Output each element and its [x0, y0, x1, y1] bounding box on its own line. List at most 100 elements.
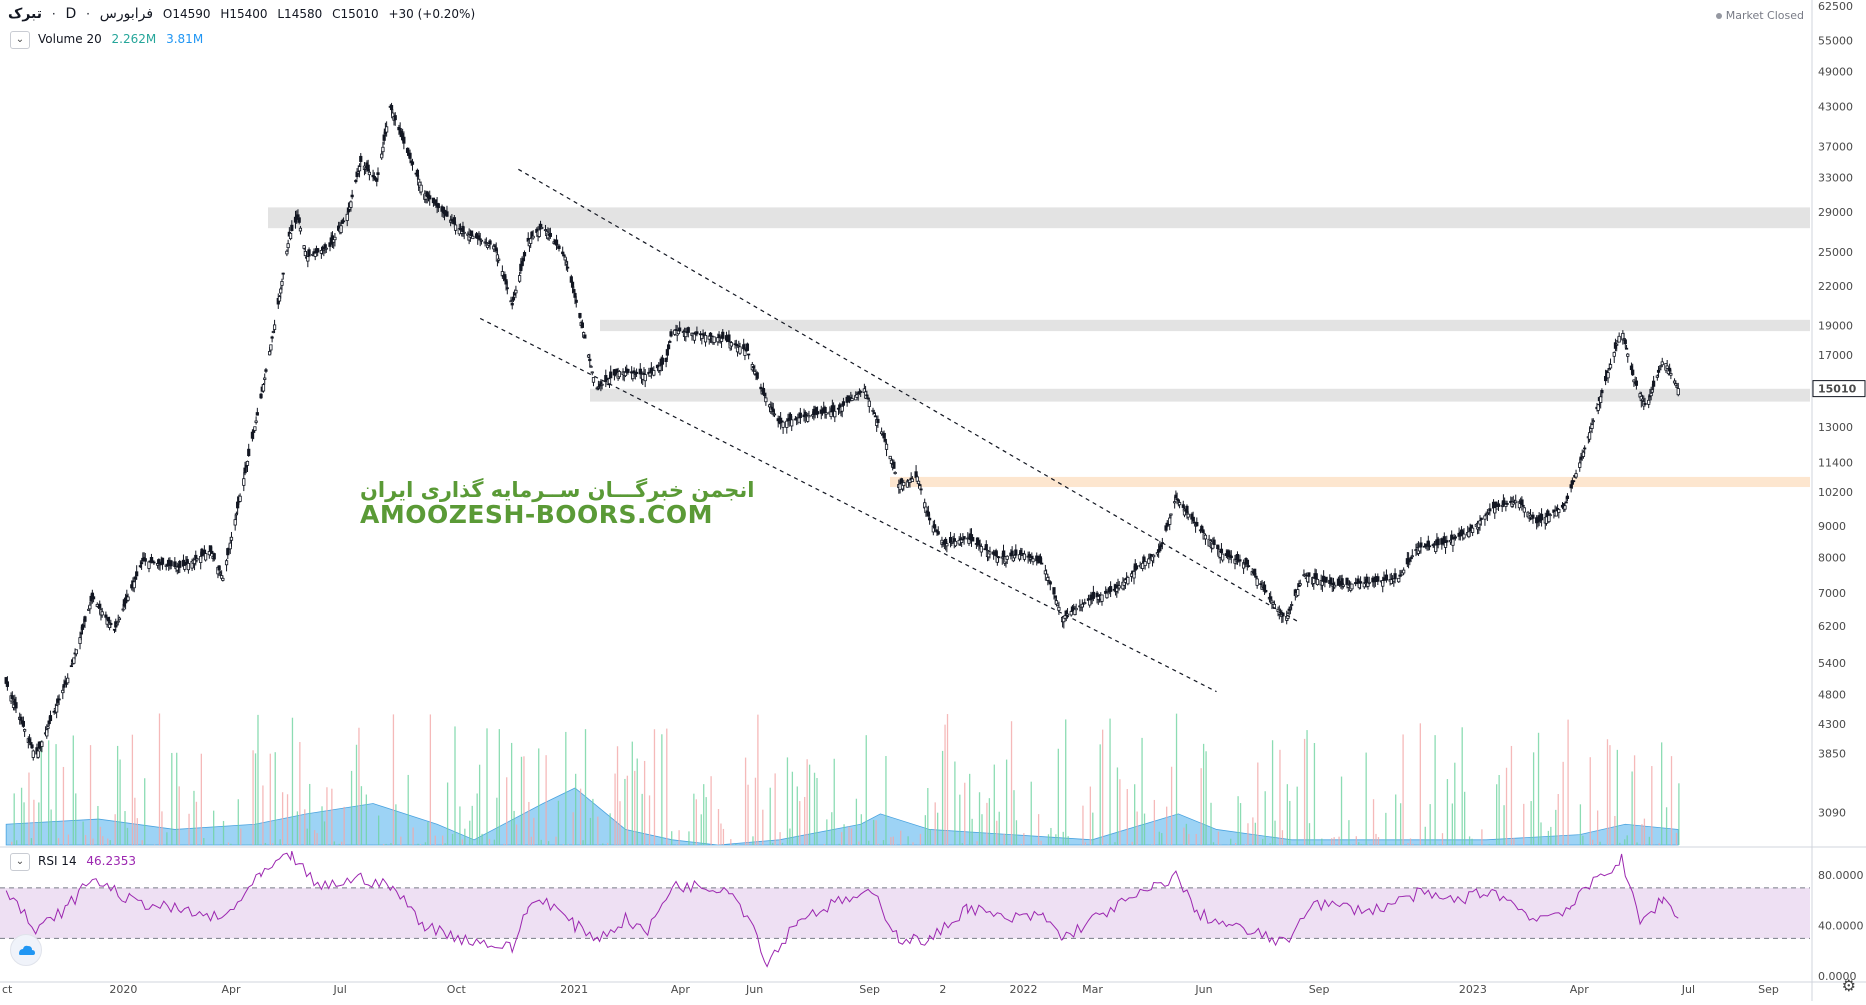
volume-bar — [1469, 836, 1470, 845]
volume-bar — [523, 756, 524, 845]
volume-bar — [883, 840, 884, 845]
volume-bar — [117, 746, 118, 845]
candle-body — [385, 127, 387, 132]
candle-body — [1169, 518, 1171, 524]
tradingview-logo-icon[interactable] — [10, 934, 42, 966]
volume-bar — [861, 814, 862, 845]
volume-bar — [701, 814, 702, 845]
volume-bar — [31, 838, 32, 845]
volume-bar — [21, 788, 22, 845]
candle-body — [1572, 481, 1574, 482]
symbol-legend: تبرک · D · فرابورس O14590 H15400 L14580 … — [8, 6, 481, 22]
volume-bar — [427, 822, 428, 845]
candle-body — [747, 354, 749, 355]
candle-body — [722, 332, 724, 338]
volume-bar — [511, 743, 512, 845]
volume-bar — [63, 767, 64, 845]
candle-body — [122, 609, 124, 610]
ohlc-high: H15400 — [220, 7, 267, 21]
candle-body — [1220, 549, 1222, 553]
volume-bar — [644, 761, 645, 845]
volume-bar — [223, 821, 224, 845]
volume-bar — [280, 839, 281, 845]
candle-body — [196, 559, 198, 560]
candle-body — [37, 751, 39, 757]
volume-bar — [730, 839, 731, 845]
volume-bar — [1644, 819, 1645, 845]
candle-body — [133, 582, 135, 588]
volume-bar — [1040, 841, 1041, 845]
volume-collapse-button[interactable]: ⌄ — [10, 31, 30, 49]
volume-bar — [1590, 757, 1591, 845]
candle-body — [368, 172, 370, 174]
volume-bar — [873, 820, 874, 845]
candle-body — [506, 288, 508, 289]
rsi-tick-label: 40.0000 — [1818, 920, 1864, 933]
candle-body — [58, 699, 60, 700]
volume-bar — [102, 836, 103, 845]
volume-bar — [799, 801, 800, 845]
volume-label[interactable]: Volume 20 — [38, 32, 102, 46]
volume-bar — [654, 729, 655, 845]
settings-gear-icon[interactable]: ⚙ — [1842, 976, 1856, 995]
time-tick-label: 2 — [939, 983, 946, 996]
candle-body — [1522, 505, 1524, 506]
candle-body — [463, 232, 465, 233]
candle-body — [518, 276, 520, 282]
volume-bar — [720, 823, 721, 845]
price-tick-label: 15010 — [1818, 383, 1857, 396]
candle-body — [669, 341, 671, 342]
candle-body — [1144, 562, 1146, 566]
volume-bar — [580, 789, 581, 845]
volume-bar — [1425, 827, 1426, 845]
candle-body — [1187, 514, 1189, 517]
price-tick-label: 3850 — [1818, 748, 1846, 761]
volume-bar — [573, 812, 574, 845]
candle-body — [1583, 448, 1585, 449]
candle-body — [1135, 566, 1137, 569]
volume-bar — [1068, 836, 1069, 845]
rsi-label[interactable]: RSI 14 — [38, 854, 77, 868]
volume-bar — [326, 787, 327, 845]
candle-body — [579, 313, 581, 317]
candle-body — [1650, 393, 1652, 395]
volume-bar — [1006, 760, 1007, 845]
volume-bar — [1309, 823, 1310, 845]
candle-body — [135, 572, 137, 576]
candle-body — [1575, 474, 1577, 477]
candle-body — [360, 156, 362, 161]
candle-body — [1394, 574, 1396, 579]
price-tick-label: 19000 — [1818, 319, 1853, 332]
candle-body — [255, 421, 257, 422]
candle-body — [1263, 585, 1265, 590]
volume-bar — [1048, 834, 1049, 845]
volume-bar — [1304, 739, 1305, 845]
rsi-collapse-button[interactable]: ⌄ — [10, 853, 30, 871]
volume-bar — [107, 839, 108, 845]
candle-body — [49, 715, 51, 720]
candle-body — [954, 541, 956, 545]
volume-bar — [1366, 753, 1367, 845]
volume-bar — [378, 816, 379, 845]
volume-bar — [632, 742, 633, 845]
symbol-name[interactable]: تبرک — [8, 6, 42, 22]
volume-bar — [504, 844, 505, 845]
volume-bar — [1471, 839, 1472, 845]
volume-bar — [344, 807, 345, 845]
volume-bar — [999, 812, 1000, 845]
volume-bar — [309, 784, 310, 845]
volume-bar — [444, 843, 445, 845]
candle-body — [1652, 381, 1654, 386]
candle-body — [382, 147, 384, 151]
chevron-down-icon: ⌄ — [16, 856, 24, 867]
volume-bar — [16, 840, 17, 845]
volume-bar — [228, 842, 229, 845]
volume-bar — [1117, 767, 1118, 845]
candle-body — [377, 173, 379, 175]
volume-bar — [132, 735, 133, 845]
volume-bar — [710, 776, 711, 845]
volume-bar — [203, 838, 204, 845]
candle-body — [246, 461, 248, 465]
